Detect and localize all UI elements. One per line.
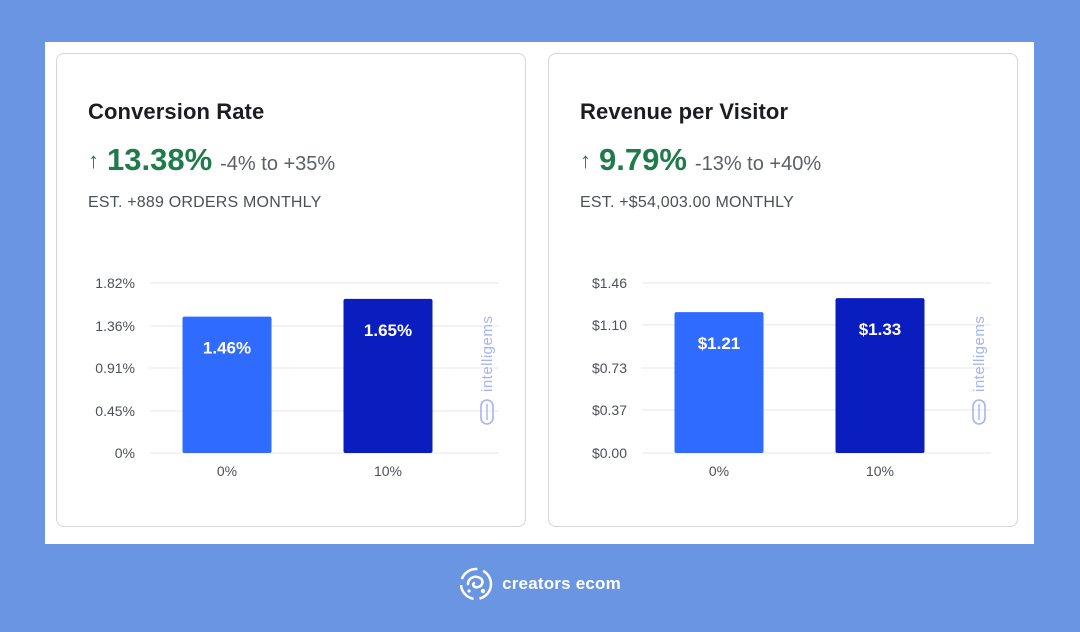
y-tick-label: $1.46: [592, 275, 627, 291]
arrow-up-icon: ↑: [580, 148, 591, 173]
arrow-up-icon: ↑: [88, 148, 99, 173]
bar: [343, 298, 433, 453]
x-category-label: 10%: [866, 463, 894, 479]
content-panel: Conversion Rate ↑ 13.38% -4% to +35% EST…: [45, 42, 1034, 544]
x-category-label: 0%: [217, 463, 237, 479]
lift-value: 9.79%: [599, 142, 687, 177]
footer: creators ecom: [0, 566, 1080, 602]
bar-value-label: $1.21: [698, 334, 741, 353]
y-tick-label: $0.73: [592, 360, 627, 376]
monthly-estimate: EST. +889 ORDERS MONTHLY: [88, 194, 322, 211]
metric-row: ↑ 9.79% -13% to +40%: [580, 142, 821, 178]
intelligems-watermark: intelligems: [479, 316, 496, 425]
x-category-label: 10%: [374, 463, 402, 479]
intelligems-logo-icon: [480, 399, 494, 425]
watermark-text: intelligems: [971, 316, 988, 392]
y-tick-label: 0.45%: [95, 403, 135, 419]
revenue-per-visitor-card: Revenue per Visitor ↑ 9.79% -13% to +40%…: [548, 53, 1018, 527]
bar-value-label: $1.33: [859, 320, 902, 339]
y-tick-label: $1.10: [592, 317, 627, 333]
swirl-logo-icon: [459, 567, 493, 601]
intelligems-logo-icon: [972, 399, 986, 425]
y-tick-label: $0.37: [592, 402, 627, 418]
y-tick-label: 0%: [115, 445, 135, 461]
watermark-text: intelligems: [479, 316, 496, 392]
revenue-per-visitor-bar-chart: $0.00 $0.37 $0.73 $1.10 $1.46 $1.21 0% $1.33 10%…: [592, 275, 991, 479]
card-title: Revenue per Visitor: [580, 99, 789, 124]
brand-logo: creators ecom: [459, 567, 621, 601]
confidence-range: -4% to +35%: [220, 153, 336, 175]
confidence-range: -13% to +40%: [694, 153, 822, 175]
y-tick-label: 0.91%: [95, 360, 135, 376]
y-tick-label: $0.00: [592, 445, 627, 461]
y-tick-label: 1.36%: [95, 318, 135, 334]
bar-value-label: 1.46%: [203, 339, 251, 358]
monthly-estimate: EST. +$54,003.00 MONTHLY: [580, 194, 794, 211]
bar: [835, 298, 925, 453]
x-category-label: 0%: [709, 463, 729, 479]
lift-value: 13.38%: [107, 142, 213, 177]
bar-value-label: 1.65%: [364, 321, 412, 340]
card-title: Conversion Rate: [88, 99, 265, 124]
metric-row: ↑ 13.38% -4% to +35%: [88, 142, 335, 178]
bar: [674, 312, 764, 453]
conversion-rate-card: Conversion Rate ↑ 13.38% -4% to +35% EST…: [56, 53, 526, 527]
intelligems-watermark: intelligems: [971, 316, 988, 425]
brand-name: creators ecom: [502, 574, 621, 593]
y-tick-label: 1.82%: [95, 275, 135, 291]
bar: [182, 316, 272, 453]
conversion-rate-bar-chart: 0% 0.45% 0.91% 1.36% 1.82% 1.46% 0% 1.65% 10% int…: [95, 275, 499, 479]
